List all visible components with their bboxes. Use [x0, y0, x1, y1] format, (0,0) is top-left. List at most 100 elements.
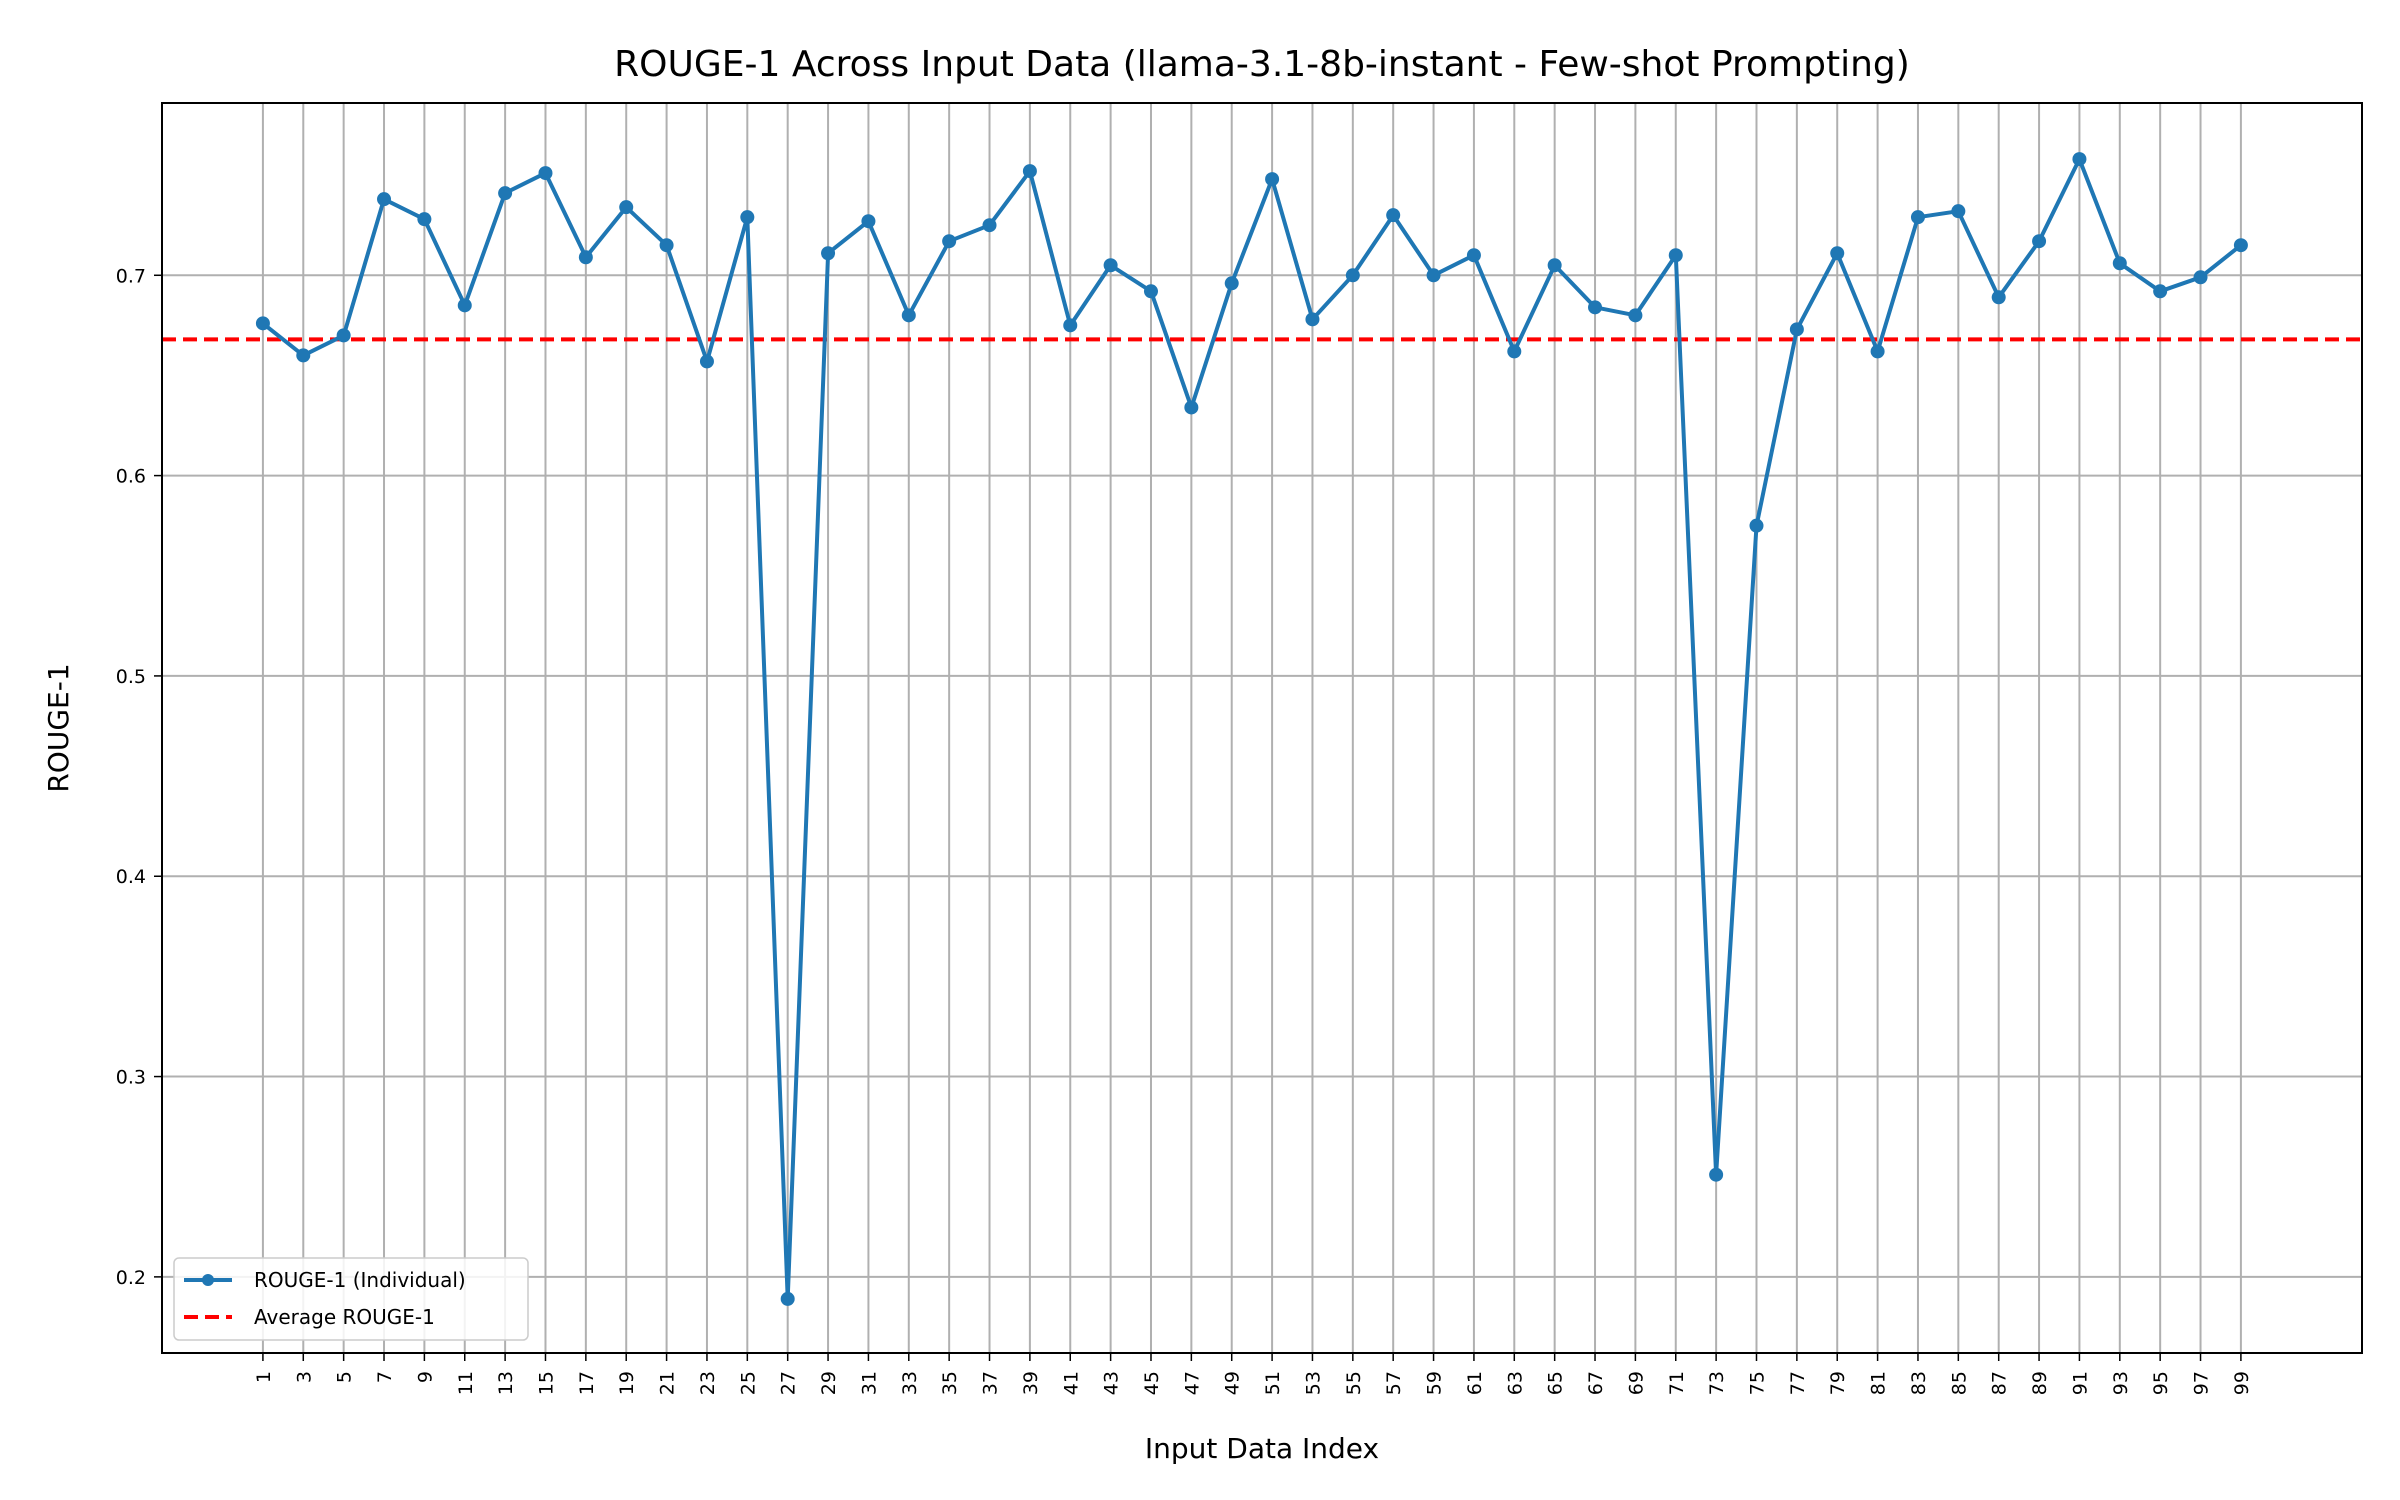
data-point: [1184, 400, 1199, 415]
y-tick-label: 0.5: [116, 666, 146, 688]
x-tick-label: 89: [2029, 1371, 2051, 1395]
x-tick-label: 15: [535, 1371, 557, 1395]
data-point: [659, 238, 674, 253]
y-axis-label: ROUGE-1: [42, 663, 75, 792]
legend: ROUGE-1 (Individual) Average ROUGE-1: [173, 1257, 529, 1341]
data-point: [377, 192, 392, 207]
x-tick-label: 31: [858, 1371, 880, 1395]
data-point: [1628, 308, 1643, 323]
x-tick-label: 69: [1625, 1371, 1647, 1395]
data-point: [1143, 284, 1158, 299]
x-tick-label: 59: [1424, 1371, 1446, 1395]
x-ticks: 1 3 5 7 9 11 13 15 17 19 21 23 25 27 29 31 33 35 37 39 41 43 4…: [253, 1353, 2253, 1395]
x-tick-label: 37: [980, 1371, 1002, 1395]
data-point: [1951, 204, 1966, 219]
x-tick-label: 55: [1343, 1371, 1365, 1395]
x-tick-label: 9: [414, 1371, 436, 1383]
data-point: [780, 1291, 795, 1306]
x-tick-label: 73: [1706, 1371, 1728, 1395]
x-tick-label: 21: [657, 1371, 679, 1395]
data-point: [1709, 1167, 1724, 1182]
data-point: [1749, 518, 1764, 533]
data-point: [457, 298, 472, 313]
legend-label-average: Average ROUGE-1: [254, 1305, 435, 1329]
data-point: [1224, 276, 1239, 291]
x-tick-label: 35: [939, 1371, 961, 1395]
x-tick-label: 39: [1020, 1371, 1042, 1395]
x-tick-label: 67: [1585, 1371, 1607, 1395]
data-point: [1103, 258, 1118, 273]
data-point: [2032, 234, 2047, 249]
x-tick-label: 63: [1504, 1371, 1526, 1395]
grid: [162, 103, 2362, 1353]
data-point: [2153, 284, 2168, 299]
data-point: [2072, 152, 2087, 167]
x-tick-label: 41: [1060, 1371, 1082, 1395]
x-tick-label: 23: [697, 1371, 719, 1395]
data-point: [1386, 208, 1401, 223]
x-tick-label: 29: [818, 1371, 840, 1395]
x-tick-label: 91: [2069, 1371, 2091, 1395]
x-tick-label: 11: [455, 1371, 477, 1395]
data-point: [1668, 248, 1683, 263]
data-point: [417, 212, 432, 227]
x-tick-label: 3: [293, 1371, 315, 1383]
x-tick-label: 97: [2191, 1371, 2213, 1395]
data-point: [1345, 268, 1360, 283]
x-tick-label: 19: [616, 1371, 638, 1395]
x-tick-label: 79: [1827, 1371, 1849, 1395]
data-point: [942, 234, 957, 249]
data-point: [1507, 344, 1522, 359]
y-tick-label: 0.4: [116, 866, 146, 888]
data-point: [1305, 312, 1320, 327]
data-point: [1991, 290, 2006, 305]
x-tick-label: 75: [1746, 1371, 1768, 1395]
data-point: [1789, 322, 1804, 337]
data-point: [1265, 172, 1280, 187]
x-tick-label: 25: [737, 1371, 759, 1395]
data-point: [2112, 256, 2127, 271]
data-point: [1830, 246, 1845, 261]
x-tick-label: 57: [1383, 1371, 1405, 1395]
data-point: [296, 348, 311, 363]
data-point: [255, 316, 270, 331]
y-tick-label: 0.2: [116, 1267, 146, 1289]
data-point: [1063, 318, 1078, 333]
x-tick-label: 33: [899, 1371, 921, 1395]
data-point: [1466, 248, 1481, 263]
data-point: [1870, 344, 1885, 359]
data-point: [336, 328, 351, 343]
x-tick-label: 13: [495, 1371, 517, 1395]
data-point: [1426, 268, 1441, 283]
x-tick-label: 51: [1262, 1371, 1284, 1395]
data-point: [538, 166, 553, 181]
x-tick-label: 83: [1908, 1371, 1930, 1395]
x-tick-label: 1: [253, 1371, 275, 1383]
legend-box: [173, 1257, 529, 1341]
series-line-individual: [261, 157, 2243, 1301]
y-tick-label: 0.6: [116, 466, 146, 488]
x-tick-label: 99: [2231, 1371, 2253, 1395]
x-tick-label: 43: [1101, 1371, 1123, 1395]
legend-marker-individual: [202, 1274, 214, 1286]
plot-frame: [161, 102, 2363, 1354]
x-tick-label: 77: [1787, 1371, 1809, 1395]
chart-title: ROUGE-1 Across Input Data (llama-3.1-8b-…: [614, 44, 1910, 85]
y-ticks: 0.2 0.3 0.4 0.5 0.6 0.7: [116, 265, 162, 1289]
x-tick-label: 17: [576, 1371, 598, 1395]
x-tick-label: 65: [1545, 1371, 1567, 1395]
x-tick-label: 45: [1141, 1371, 1163, 1395]
x-tick-label: 87: [1989, 1371, 2011, 1395]
y-tick-label: 0.3: [116, 1067, 146, 1089]
data-point: [1022, 164, 1037, 179]
x-tick-label: 5: [334, 1371, 356, 1383]
data-point: [740, 210, 755, 225]
x-tick-label: 47: [1181, 1371, 1203, 1395]
data-point: [1547, 258, 1562, 273]
data-point: [821, 246, 836, 261]
x-tick-label: 81: [1868, 1371, 1890, 1395]
y-tick-label: 0.7: [116, 265, 146, 287]
x-tick-label: 53: [1302, 1371, 1324, 1395]
data-point: [861, 214, 876, 229]
